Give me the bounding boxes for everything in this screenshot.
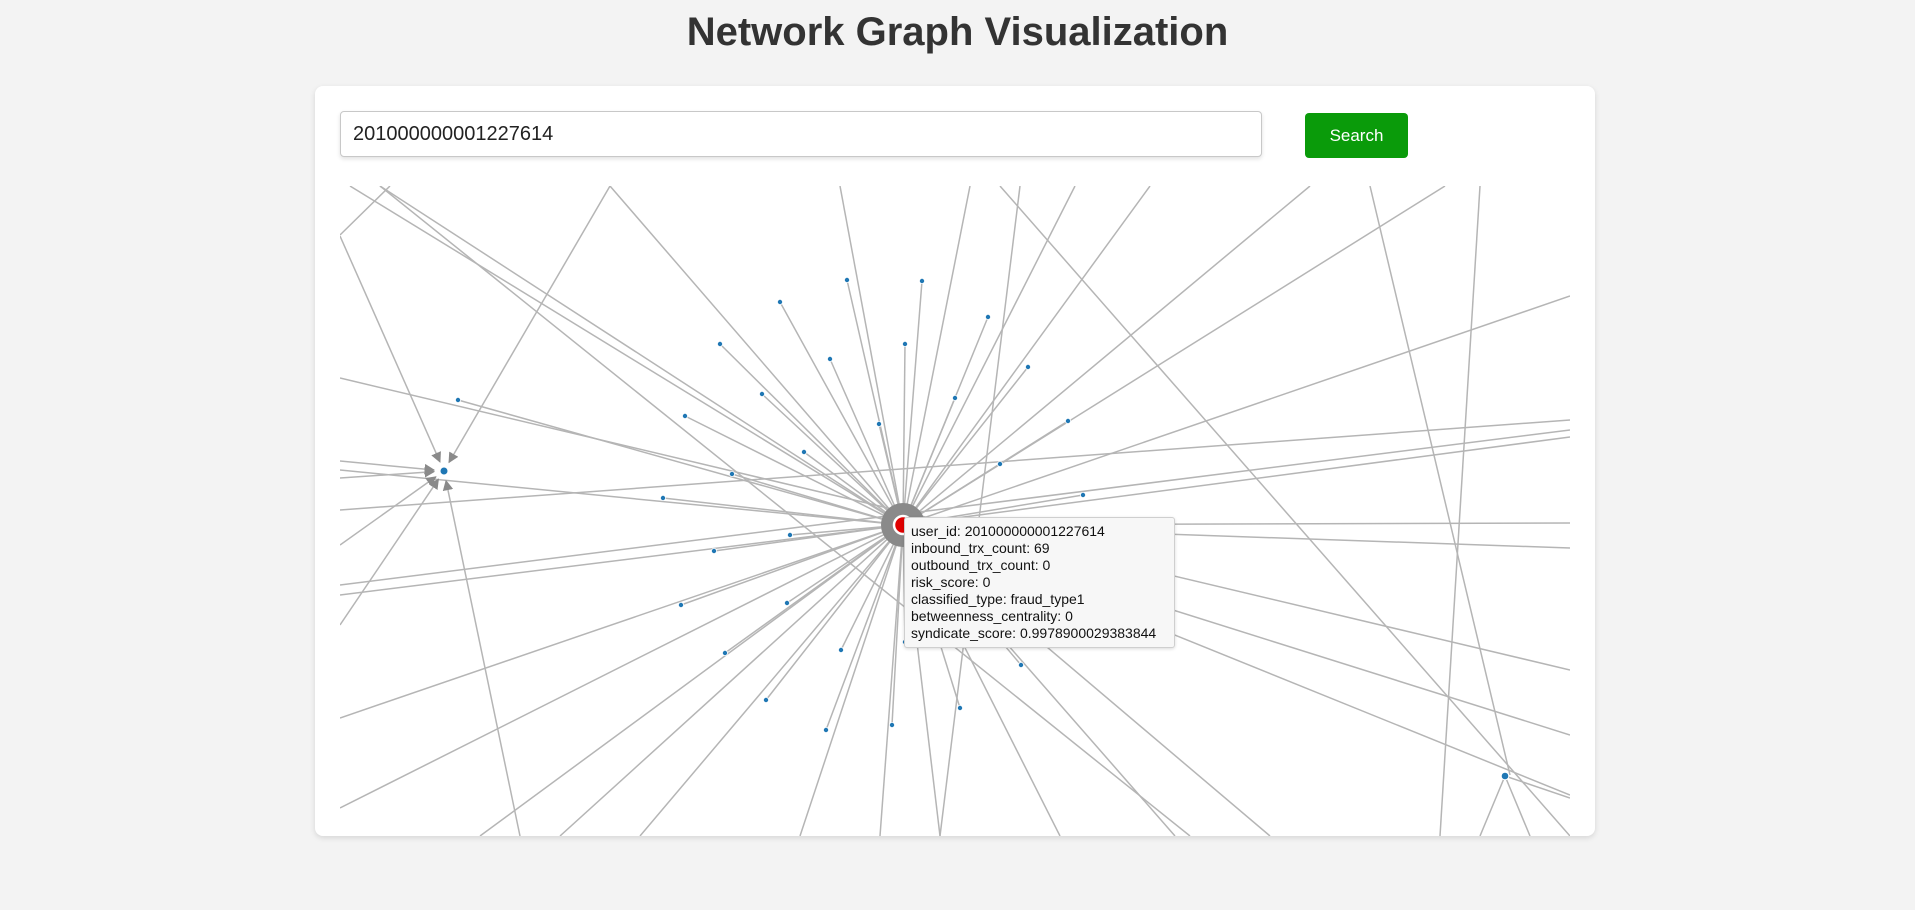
graph-edge (609, 186, 904, 526)
tooltip-row-betweenness-centrality: betweenness_centrality: 0 (911, 608, 1073, 624)
graph-node-hub[interactable] (439, 466, 449, 476)
graph-edge (1504, 775, 1531, 836)
graph-edge (902, 295, 1570, 526)
graph-edge (902, 366, 1029, 526)
graph-edge (879, 524, 904, 836)
graph-edge (1369, 186, 1511, 776)
graph-node[interactable] (822, 727, 829, 734)
graph-edge (902, 186, 1446, 526)
graph-node[interactable] (985, 313, 992, 320)
graph-edge (761, 393, 904, 526)
graph-card: Search user_id: 201000000001227614inboun… (315, 86, 1595, 836)
graph-edge (999, 186, 1570, 836)
graph-edges (340, 186, 1570, 836)
graph-edge (719, 343, 904, 526)
graph-edge (902, 186, 971, 526)
graph-node[interactable] (889, 722, 896, 729)
graph-edge (779, 301, 904, 526)
graph-edge (840, 524, 904, 651)
graph-edge (379, 186, 904, 526)
graph-edge (902, 186, 1311, 526)
graph-node[interactable] (659, 494, 666, 501)
graph-node[interactable] (902, 340, 909, 347)
graph-node[interactable] (997, 460, 1004, 467)
graph-edge (902, 280, 923, 526)
graph-node[interactable] (876, 420, 883, 427)
graph-edge (902, 436, 1570, 526)
hub-edge (340, 478, 440, 626)
graph-edge (902, 343, 906, 526)
graph-edge (1504, 775, 1570, 799)
graph-node[interactable] (1025, 363, 1032, 370)
graph-node[interactable] (1018, 661, 1025, 668)
graph-edge (340, 186, 391, 236)
search-button[interactable]: Search (1305, 113, 1408, 158)
graph-node[interactable] (786, 531, 793, 538)
tooltip-row-user-id: user_id: 201000000001227614 (911, 523, 1105, 539)
search-input[interactable] (340, 111, 1262, 157)
tooltip-row-inbound-trx-count: inbound_trx_count: 69 (911, 540, 1050, 556)
graph-edge (684, 415, 904, 526)
graph-node[interactable] (1500, 771, 1510, 781)
graph-edge (340, 524, 904, 596)
network-graph[interactable] (340, 186, 1570, 836)
graph-edge (839, 186, 904, 526)
graph-node[interactable] (728, 470, 735, 477)
graph-edge (479, 524, 904, 836)
tooltip-row-classified-type: classified_type: fraud_type1 (911, 591, 1085, 607)
graph-edge (939, 186, 1021, 836)
tooltip-row-syndicate-score: syndicate_score: 0.9978900029383844 (911, 625, 1157, 641)
hub-edge (340, 460, 436, 475)
graph-edge (829, 358, 904, 526)
tooltip-row-outbound-trx-count: outbound_trx_count: 0 (911, 557, 1051, 573)
hub-edge (340, 476, 437, 546)
graph-node[interactable] (776, 299, 783, 306)
graph-node[interactable] (762, 696, 769, 703)
graph-node[interactable] (677, 601, 684, 608)
graph-edge (379, 186, 1191, 836)
graph-edge (340, 419, 1570, 511)
graph-edge (340, 469, 904, 526)
graph-edge (799, 524, 904, 836)
graph-node[interactable] (1080, 491, 1087, 498)
hub-edge (442, 479, 521, 836)
graph-edge (457, 399, 904, 526)
graph-node[interactable] (758, 390, 765, 397)
graph-edge (765, 524, 904, 701)
graph-node[interactable] (710, 547, 717, 554)
graph-node[interactable] (1065, 417, 1072, 424)
hub-edge (448, 186, 611, 464)
graph-edge (349, 186, 904, 526)
graph-node[interactable] (681, 412, 688, 419)
graph-edge (825, 524, 904, 731)
graph-edge (340, 429, 1570, 586)
graph-edge (902, 397, 956, 526)
graph-node[interactable] (783, 599, 790, 606)
graph-node[interactable] (721, 649, 728, 656)
tooltip-row-risk-score: risk_score: 0 (911, 574, 991, 590)
graph-node[interactable] (919, 278, 926, 285)
hub-edge (340, 235, 441, 463)
graph-node[interactable] (957, 705, 964, 712)
graph-node[interactable] (837, 646, 844, 653)
graph-node[interactable] (826, 355, 833, 362)
network-graph-canvas[interactable] (340, 186, 1570, 836)
graph-node[interactable] (843, 277, 850, 284)
graph-edge (1479, 775, 1506, 836)
hub-edge (340, 467, 436, 479)
graph-node[interactable] (716, 340, 723, 347)
graph-node[interactable] (952, 394, 959, 401)
graph-edge (1439, 186, 1481, 836)
graph-edge (902, 186, 1151, 526)
graph-edge (639, 524, 904, 836)
graph-edge (902, 186, 1076, 526)
graph-edge (340, 524, 904, 809)
graph-node[interactable] (800, 448, 807, 455)
graph-node[interactable] (455, 396, 462, 403)
graph-edge (559, 524, 904, 836)
page-title: Network Graph Visualization (686, 10, 1229, 54)
graph-edge (340, 524, 904, 719)
node-tooltip: user_id: 201000000001227614 inbound_trx_c… (904, 517, 1175, 648)
